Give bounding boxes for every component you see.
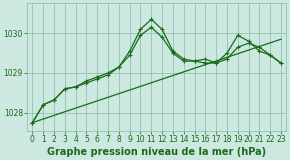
X-axis label: Graphe pression niveau de la mer (hPa): Graphe pression niveau de la mer (hPa): [47, 147, 266, 156]
